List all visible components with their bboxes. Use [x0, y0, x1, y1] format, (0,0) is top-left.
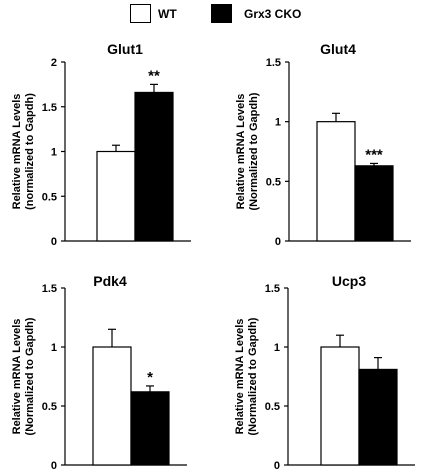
glut4-y-axis-label: (Normalized to Gapdh) [248, 92, 260, 210]
glut4-significance: *** [365, 146, 383, 163]
legend: WT Grx3 CKO [0, 0, 433, 30]
glut4-bar-grx3-cko [354, 165, 394, 242]
glut4-tick-label: 1.5 [266, 57, 281, 69]
glut4-y-axis-label: Relative mRNA Levels [235, 94, 247, 210]
pdk4-bar-grx3-cko [130, 391, 170, 466]
ucp3-y-axis-label: Relative mRNA Levels [234, 319, 246, 435]
legend-swatch-grx3-cko [211, 4, 232, 23]
ucp3-tick-label: 1.5 [265, 283, 280, 295]
panel-glut4: 0 0.5 1 1.5 Relative mRNA Levels (Normalized … [235, 41, 411, 248]
panel-glut1: 0 0.5 1 1.5 2 Relative mRNA Levels (normalized… [11, 41, 191, 248]
glut1-significance: ** [148, 67, 160, 84]
glut1-tick-label: 0 [51, 236, 57, 248]
pdk4-tick-label: 0.5 [42, 401, 57, 413]
pdk4-y-axis-label: Relative mRNA Levels [11, 319, 23, 435]
ucp3-title: Ucp3 [332, 273, 366, 289]
ucp3-tick-label: 0 [274, 460, 280, 472]
ucp3-tick-label: 0.5 [265, 401, 280, 413]
glut4-title: Glut4 [320, 41, 356, 57]
glut4-tick-label: 0.5 [266, 176, 281, 188]
pdk4-tick-label: 1 [51, 342, 57, 354]
panel-pdk4: 0 0.5 1 1.5 Relative mRNA Levels (Normalized … [11, 273, 187, 472]
glut1-tick-label: 0.5 [42, 191, 57, 203]
glut1-y-axis-label: Relative mRNA Levels [11, 94, 23, 210]
pdk4-bar-wt [92, 346, 132, 466]
glut4-bar-wt [316, 121, 356, 242]
ucp3-tick-label: 1 [274, 342, 280, 354]
legend-label-wt: WT [158, 7, 177, 21]
glut1-tick-label: 2 [51, 57, 57, 69]
legend-label-grx3-cko: Grx3 CKO [244, 7, 302, 21]
glut1-y-axis-label: (normalized to Gapdh) [24, 93, 36, 210]
pdk4-tick-label: 1.5 [42, 283, 57, 295]
glut1-tick-label: 1 [51, 147, 57, 159]
pdk4-title: Pdk4 [93, 273, 127, 289]
ucp3-bar-wt [320, 346, 360, 466]
glut1-bar-wt [96, 150, 136, 242]
panel-ucp3: 0 0.5 1 1.5 Relative mRNA Levels (Normalized … [234, 273, 415, 472]
ucp3-bar-grx3-cko [358, 368, 398, 466]
glut4-tick-label: 1 [275, 117, 281, 129]
pdk4-significance: * [147, 369, 153, 386]
legend-swatch-wt [130, 4, 151, 23]
pdk4-tick-label: 0 [51, 460, 57, 472]
glut1-tick-label: 1.5 [42, 102, 57, 114]
glut1-bar-grx3-cko [134, 91, 174, 242]
ucp3-y-axis-label: (Normalized to Gapdh) [247, 317, 259, 435]
glut4-tick-label: 0 [275, 236, 281, 248]
glut1-title: Glut1 [107, 41, 143, 57]
pdk4-y-axis-label: (Normalized to Gapdh) [24, 317, 36, 435]
